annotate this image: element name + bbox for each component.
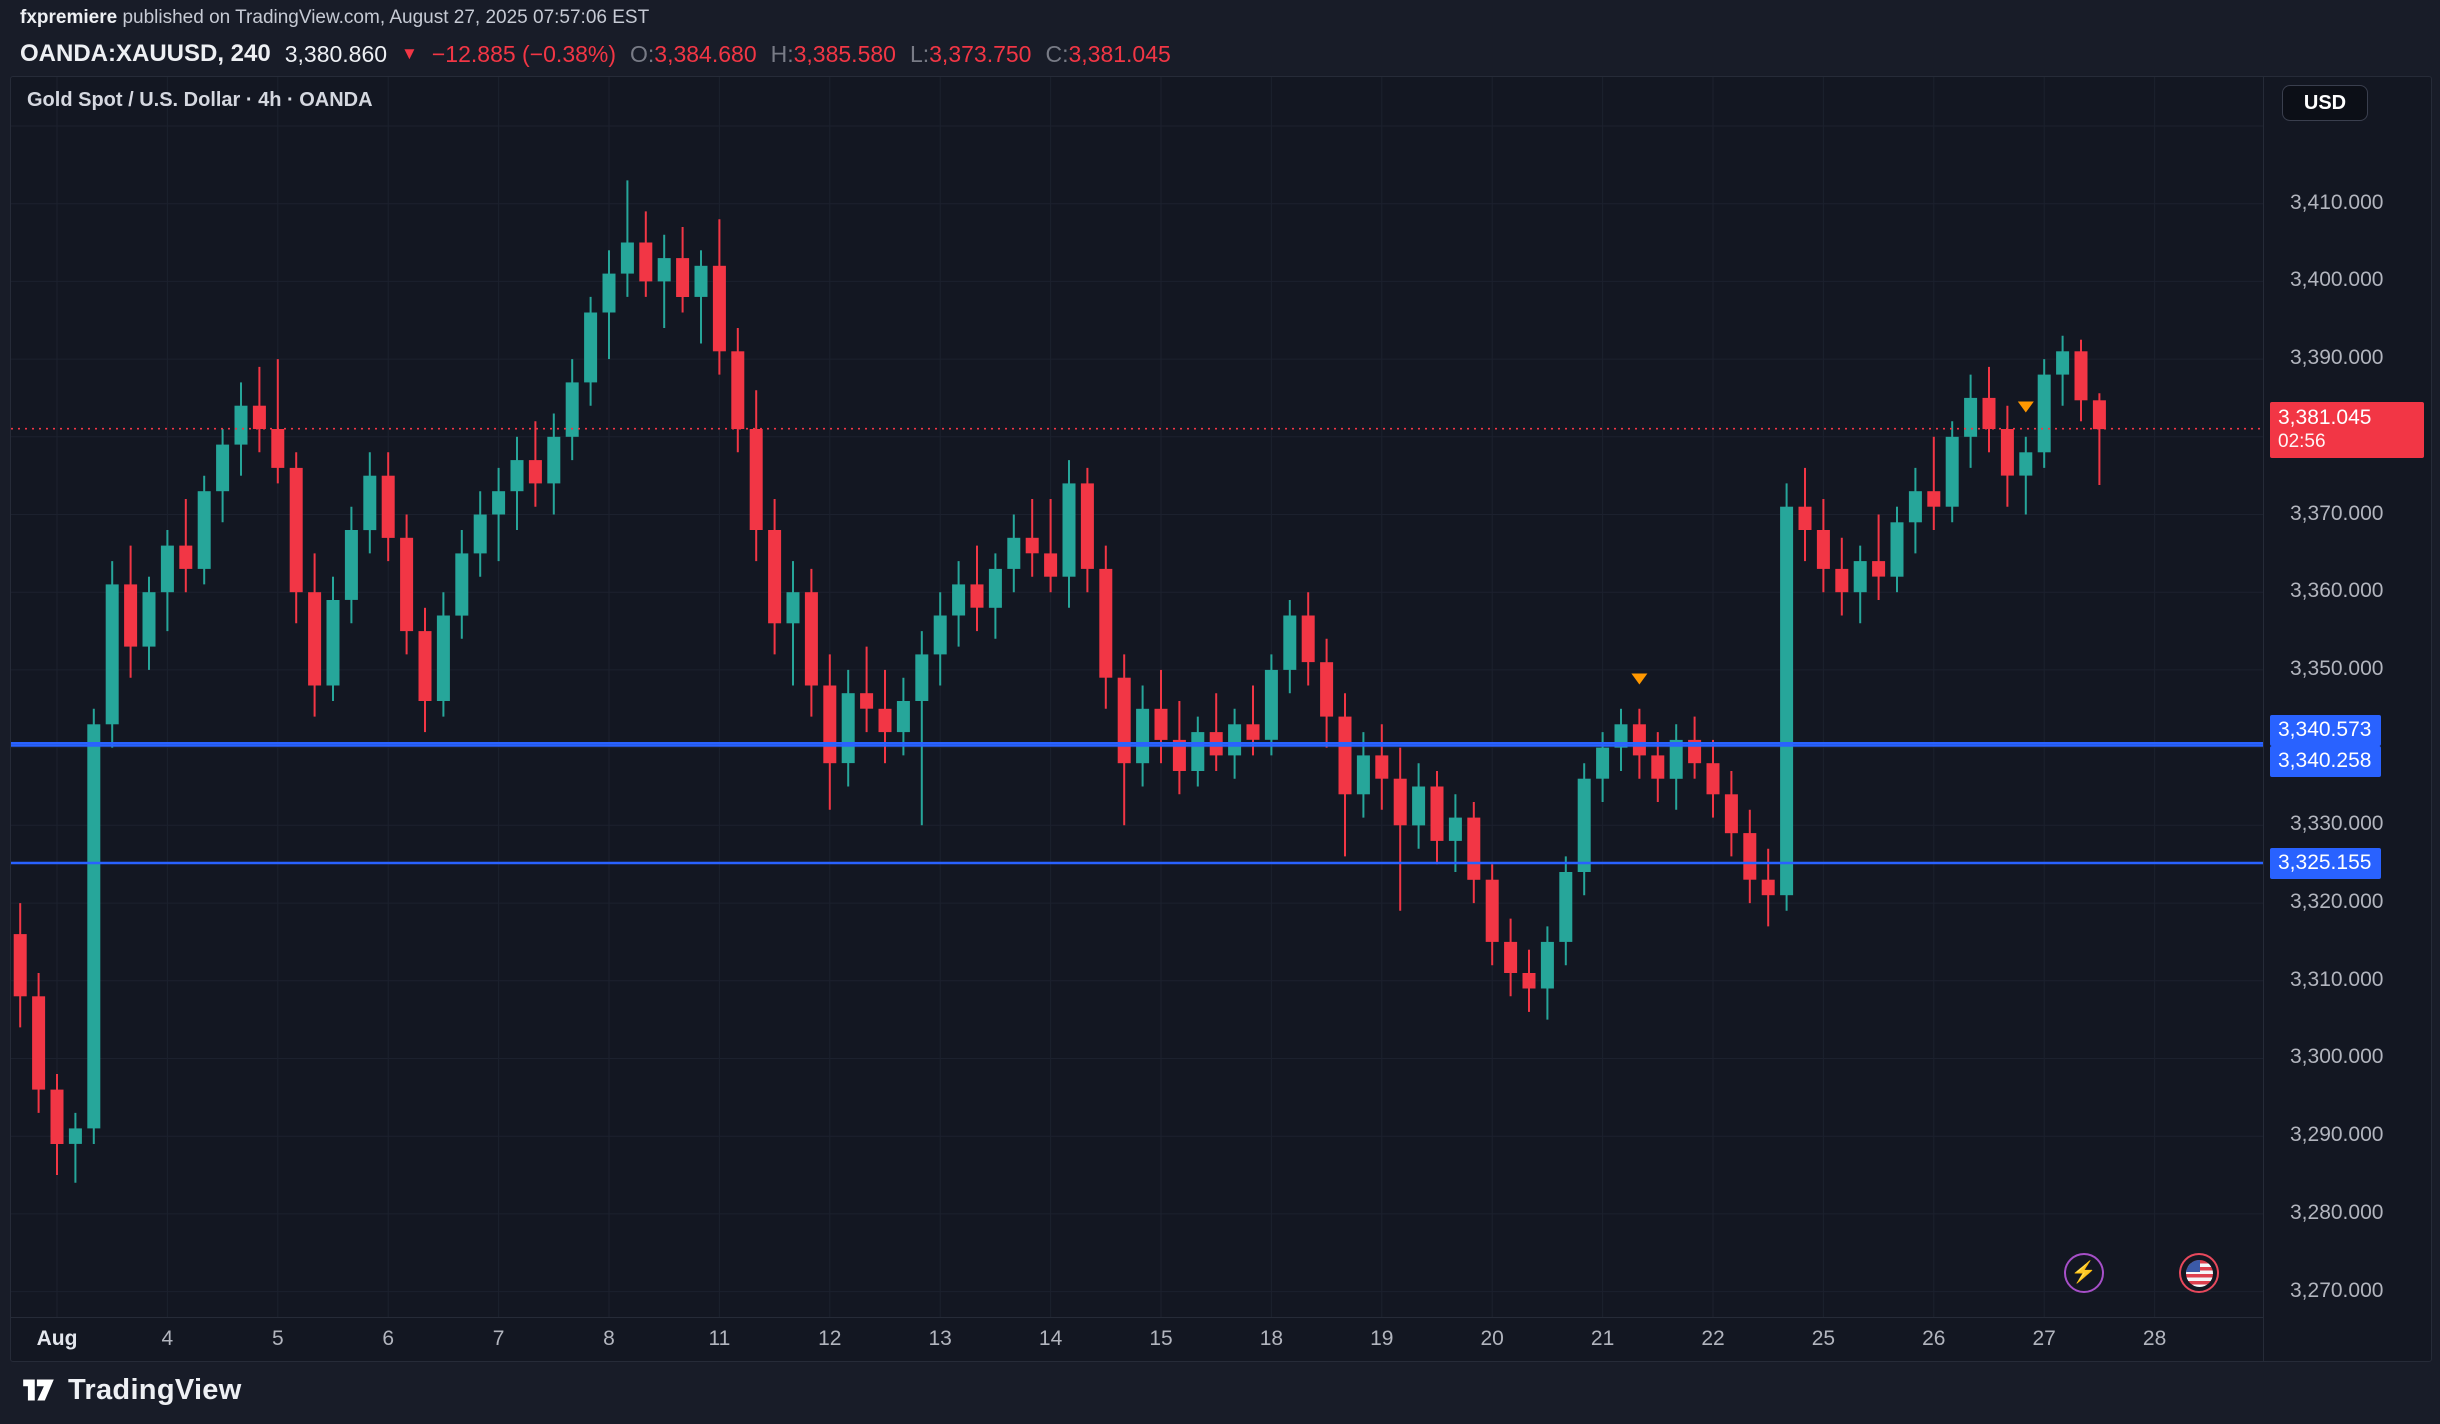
- publish-byline: fxpremiere published on TradingView.com,…: [20, 7, 649, 29]
- bar-countdown: 02:56: [2278, 430, 2326, 452]
- level-price-label: 3,340.258: [2270, 745, 2382, 777]
- boost-button[interactable]: ⚡: [2064, 1253, 2104, 1293]
- x-axis-label: 18: [1259, 1327, 1284, 1350]
- us-flag-icon: [2185, 1259, 2213, 1287]
- y-axis-label: 3,280.000: [2290, 1200, 2384, 1224]
- time-axis[interactable]: Aug 4 5 6 7 8 11 12 13 14 15 18 19 20 21 22 25 26 27 28: [11, 1317, 2263, 1361]
- lightning-icon: ⚡: [2070, 1261, 2098, 1284]
- ohlc-high: H:3,385.580: [770, 40, 896, 67]
- x-axis-label: 27: [2032, 1327, 2056, 1350]
- chart-frame: Gold Spot / U.S. Dollar · 4h · OANDA USD…: [10, 76, 2432, 1362]
- y-axis-label: 3,400.000: [2290, 268, 2384, 292]
- x-axis-label: 4: [161, 1327, 174, 1350]
- x-axis-label: 13: [928, 1327, 952, 1350]
- down-triangle-icon: ▼: [401, 44, 418, 63]
- last-price-text: 3,381.045: [2278, 405, 2372, 429]
- byline-text: published on TradingView.com, August 27,…: [117, 7, 650, 28]
- x-axis-label: 25: [1811, 1327, 1836, 1350]
- price-axis[interactable]: USD 3,410.000 3,400.000 3,390.000 3,370.000…: [2263, 77, 2430, 1361]
- price-change: −12.885 (−0.38%): [431, 40, 617, 67]
- y-axis-label: 3,390.000: [2290, 346, 2384, 370]
- x-axis-label: 7: [492, 1327, 505, 1350]
- author-name: fxpremiere: [20, 7, 118, 28]
- y-axis-label: 3,310.000: [2290, 967, 2384, 991]
- x-axis-label: 26: [1922, 1327, 1946, 1350]
- x-axis-label: 5: [271, 1327, 284, 1350]
- x-axis-label: 19: [1370, 1327, 1394, 1350]
- ohlc-close: C:3,381.045: [1045, 40, 1171, 67]
- y-axis-label: 3,330.000: [2290, 812, 2384, 836]
- x-axis-label: 15: [1149, 1327, 1173, 1350]
- symbol-title: OANDA:XAUUSD, 240: [20, 40, 271, 67]
- y-axis-label: 3,410.000: [2290, 190, 2384, 214]
- level-price-label: 3,340.573: [2270, 715, 2382, 747]
- level-price-label: 3,325.155: [2270, 847, 2382, 879]
- candlestick-chart: [11, 77, 2263, 1317]
- last-price-axis-label: 3,381.045 02:56: [2270, 401, 2424, 458]
- x-axis-label: Aug: [36, 1327, 78, 1350]
- x-axis-label: 21: [1590, 1327, 1615, 1350]
- y-axis-label: 3,350.000: [2290, 656, 2384, 680]
- symbol-info-bar: OANDA:XAUUSD, 240 3,380.860 ▼ −12.885 (−…: [20, 36, 1185, 72]
- y-axis-label: 3,320.000: [2290, 890, 2384, 914]
- y-axis-label: 3,270.000: [2290, 1278, 2384, 1302]
- x-axis-label: 11: [708, 1327, 731, 1350]
- y-axis-label: 3,370.000: [2290, 501, 2384, 525]
- x-axis-label: 22: [1701, 1327, 1725, 1350]
- last-price-value: 3,380.860: [284, 40, 388, 67]
- currency-button[interactable]: USD: [2282, 85, 2368, 121]
- tradingview-logo-icon: [23, 1379, 54, 1401]
- us-flag-button[interactable]: [2179, 1253, 2219, 1293]
- y-axis-label: 3,290.000: [2290, 1123, 2384, 1147]
- chart-plot[interactable]: [11, 77, 2263, 1317]
- brand-name: TradingView: [68, 1373, 242, 1406]
- x-axis-label: 20: [1480, 1327, 1504, 1350]
- x-axis-label: 28: [2142, 1327, 2167, 1350]
- ohlc-low: L:3,373.750: [909, 40, 1032, 67]
- ohlc-open: O:3,384.680: [630, 40, 757, 67]
- y-axis-label: 3,360.000: [2290, 579, 2384, 603]
- y-axis-label: 3,300.000: [2290, 1045, 2384, 1069]
- x-axis-label: 8: [603, 1327, 615, 1350]
- x-axis-label: 14: [1038, 1327, 1063, 1350]
- x-axis-label: 6: [382, 1327, 395, 1350]
- tradingview-brand-link[interactable]: TradingView: [20, 1372, 242, 1408]
- x-axis-label: 12: [818, 1327, 842, 1350]
- chart-legend: Gold Spot / U.S. Dollar · 4h · OANDA: [27, 89, 373, 111]
